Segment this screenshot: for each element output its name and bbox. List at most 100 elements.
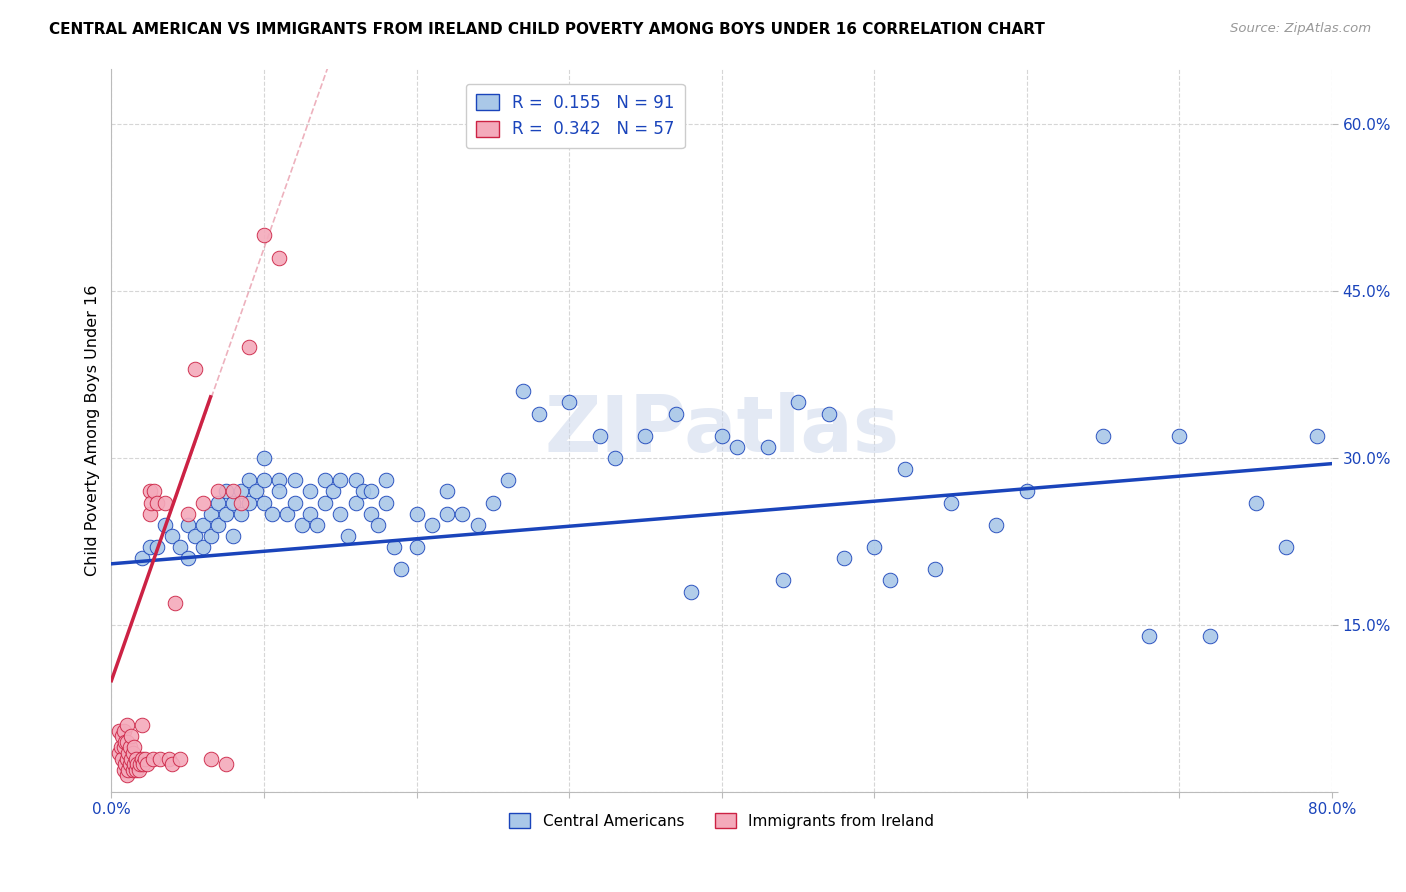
Point	[128, 763, 150, 777]
Point	[138, 540, 160, 554]
Point	[329, 473, 352, 487]
Point	[832, 551, 855, 566]
Point	[322, 484, 344, 499]
Point	[131, 751, 153, 765]
Point	[336, 529, 359, 543]
Point	[527, 407, 550, 421]
Point	[134, 751, 156, 765]
Point	[269, 251, 291, 265]
Point	[138, 507, 160, 521]
Point	[153, 517, 176, 532]
Y-axis label: Child Poverty Among Boys Under 16: Child Poverty Among Boys Under 16	[86, 285, 100, 576]
Point	[269, 473, 291, 487]
Point	[298, 507, 321, 521]
Point	[269, 484, 291, 499]
Point	[253, 228, 276, 243]
Text: Source: ZipAtlas.com: Source: ZipAtlas.com	[1230, 22, 1371, 36]
Point	[229, 507, 252, 521]
Point	[1168, 429, 1191, 443]
Point	[191, 517, 214, 532]
Point	[939, 495, 962, 509]
Point	[222, 484, 245, 499]
Point	[375, 495, 398, 509]
Point	[215, 757, 238, 772]
Point	[112, 723, 135, 738]
Point	[245, 484, 267, 499]
Point	[177, 551, 200, 566]
Point	[360, 484, 382, 499]
Point	[108, 723, 131, 738]
Point	[283, 495, 305, 509]
Point	[589, 429, 612, 443]
Point	[118, 740, 141, 755]
Point	[756, 440, 779, 454]
Point	[253, 473, 276, 487]
Point	[894, 462, 917, 476]
Point	[222, 529, 245, 543]
Point	[142, 751, 165, 765]
Point	[634, 429, 657, 443]
Point	[138, 484, 160, 499]
Point	[200, 751, 222, 765]
Point	[879, 574, 901, 588]
Point	[207, 517, 229, 532]
Point	[114, 735, 136, 749]
Point	[165, 596, 187, 610]
Point	[817, 407, 839, 421]
Point	[124, 740, 146, 755]
Point	[276, 507, 298, 521]
Point	[200, 507, 222, 521]
Point	[558, 395, 581, 409]
Point	[207, 484, 229, 499]
Point	[129, 757, 152, 772]
Point	[314, 473, 336, 487]
Point	[124, 757, 146, 772]
Point	[177, 507, 200, 521]
Point	[314, 495, 336, 509]
Point	[108, 746, 131, 760]
Point	[863, 540, 886, 554]
Point	[238, 473, 260, 487]
Point	[352, 484, 374, 499]
Point	[120, 751, 142, 765]
Point	[253, 451, 276, 466]
Point	[253, 495, 276, 509]
Point	[169, 540, 191, 554]
Point	[291, 517, 314, 532]
Point	[681, 584, 703, 599]
Point	[115, 735, 138, 749]
Point	[153, 495, 176, 509]
Point	[710, 429, 733, 443]
Point	[114, 757, 136, 772]
Point	[986, 517, 1008, 532]
Point	[121, 746, 143, 760]
Point	[222, 495, 245, 509]
Point	[382, 540, 405, 554]
Point	[405, 507, 427, 521]
Point	[184, 529, 207, 543]
Point	[125, 751, 148, 765]
Point	[344, 495, 367, 509]
Point	[111, 729, 134, 743]
Point	[111, 751, 134, 765]
Point	[482, 495, 505, 509]
Point	[603, 451, 626, 466]
Point	[283, 473, 305, 487]
Point	[298, 484, 321, 499]
Point	[125, 763, 148, 777]
Point	[360, 507, 382, 521]
Point	[191, 540, 214, 554]
Point	[215, 484, 238, 499]
Point	[132, 757, 155, 772]
Point	[215, 507, 238, 521]
Point	[127, 757, 149, 772]
Point	[191, 495, 214, 509]
Point	[1306, 429, 1329, 443]
Point	[157, 751, 180, 765]
Point	[1275, 540, 1298, 554]
Point	[1199, 629, 1222, 643]
Point	[139, 495, 162, 509]
Text: CENTRAL AMERICAN VS IMMIGRANTS FROM IRELAND CHILD POVERTY AMONG BOYS UNDER 16 CO: CENTRAL AMERICAN VS IMMIGRANTS FROM IREL…	[49, 22, 1045, 37]
Point	[149, 751, 172, 765]
Point	[307, 517, 329, 532]
